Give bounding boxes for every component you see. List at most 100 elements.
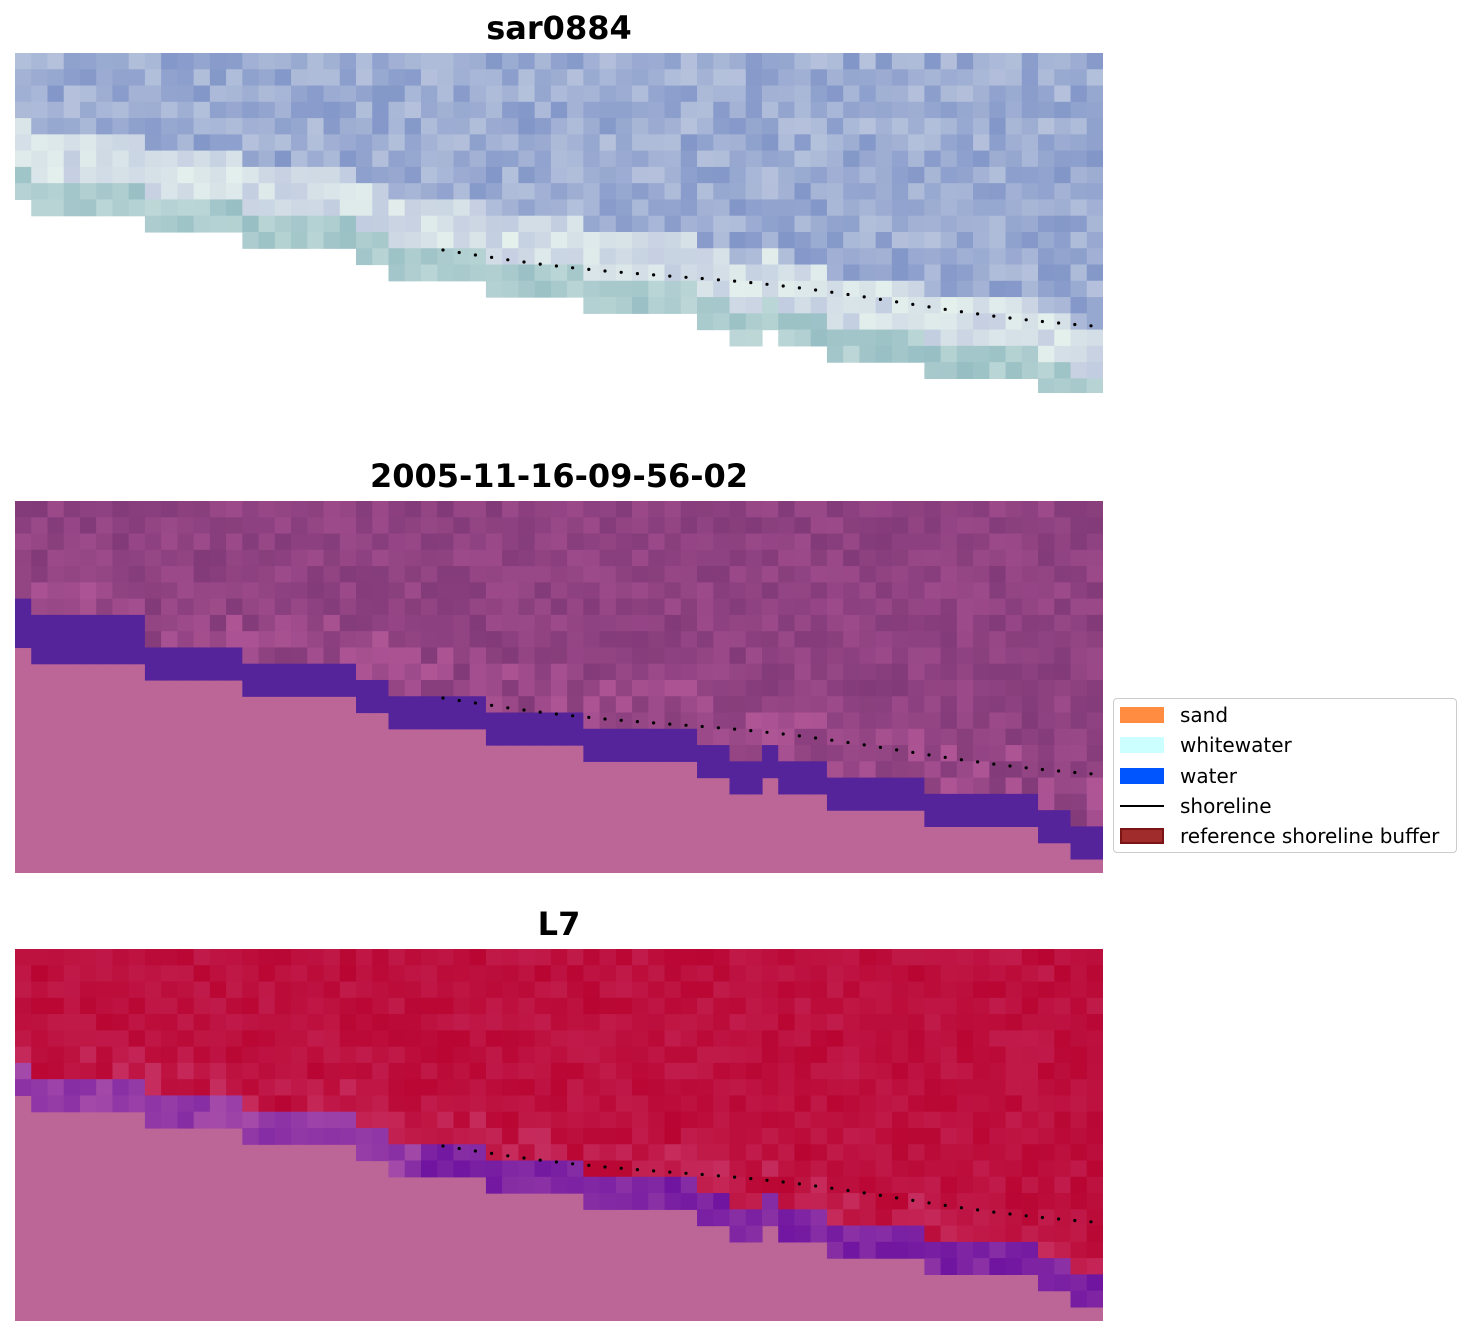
image-pixel [144, 1062, 162, 1080]
image-pixel [924, 981, 942, 999]
image-pixel [599, 566, 617, 583]
image-pixel [761, 150, 779, 168]
image-pixel [226, 1095, 243, 1113]
image-pixel [469, 134, 487, 152]
image-pixel [583, 134, 601, 152]
image-pixel [485, 1014, 503, 1031]
image-pixel [15, 1046, 32, 1064]
image-pixel [1054, 264, 1072, 282]
image-pixel [875, 517, 893, 535]
image-pixel [226, 53, 243, 70]
image-pixel [550, 69, 568, 87]
image-pixel [713, 631, 731, 649]
image-pixel [891, 134, 909, 152]
image-pixel [875, 1160, 893, 1178]
image-pixel [956, 647, 974, 665]
image-pixel [745, 965, 763, 983]
image-pixel [242, 150, 260, 168]
image-pixel [632, 1127, 649, 1145]
image-pixel [891, 1127, 909, 1145]
image-pixel [404, 679, 422, 697]
image-pixel [502, 679, 519, 697]
image-pixel [323, 517, 341, 535]
image-pixel [599, 696, 617, 714]
image-pixel [31, 1079, 49, 1097]
image-pixel [404, 1014, 422, 1031]
image-pixel [648, 1079, 666, 1097]
image-pixel [908, 118, 925, 135]
image-pixel [1086, 663, 1103, 681]
image-pixel [745, 728, 763, 746]
image-pixel [47, 631, 65, 649]
image-pixel [875, 264, 893, 282]
image-pixel [502, 949, 519, 966]
image-pixel [875, 69, 893, 87]
image-pixel [437, 1030, 455, 1048]
image-pixel [420, 53, 438, 70]
image-pixel [924, 745, 942, 762]
image-pixel [453, 949, 471, 966]
image-pixel [745, 566, 763, 583]
image-pixel [242, 1030, 260, 1048]
image-pixel [502, 631, 519, 649]
image-pixel [713, 517, 731, 535]
image-pixel [1021, 85, 1039, 103]
shoreline-point [895, 1196, 899, 1200]
image-pixel [632, 728, 649, 746]
image-pixel [550, 53, 568, 70]
image-pixel [307, 85, 325, 103]
image-pixel [891, 101, 909, 119]
image-pixel [843, 1241, 861, 1259]
image-pixel [226, 1062, 243, 1080]
shoreline-point [1089, 1220, 1093, 1224]
shoreline-point [895, 300, 899, 304]
image-pixel [664, 1046, 682, 1064]
image-pixel [761, 517, 779, 535]
image-pixel [1086, 679, 1103, 697]
image-pixel [485, 981, 503, 999]
image-pixel [745, 598, 763, 616]
image-pixel [908, 150, 925, 168]
shoreline-point [506, 258, 510, 262]
image-pixel [339, 69, 357, 87]
image-pixel [891, 761, 909, 779]
image-pixel [339, 118, 357, 135]
image-pixel [664, 696, 682, 714]
image-pixel [989, 150, 1007, 168]
image-pixel [664, 101, 682, 119]
image-pixel [372, 997, 390, 1015]
image-pixel [453, 231, 471, 249]
image-pixel [437, 647, 455, 665]
image-pixel [583, 965, 601, 983]
image-pixel [258, 614, 276, 632]
image-pixel [697, 264, 714, 282]
image-pixel [485, 501, 503, 518]
image-pixel [1086, 842, 1103, 860]
image-pixel [63, 566, 81, 583]
image-pixel [599, 134, 617, 152]
image-pixel [599, 745, 617, 762]
image-pixel [615, 231, 633, 249]
image-pixel [583, 1127, 601, 1145]
image-pixel [1086, 1046, 1103, 1064]
image-pixel [63, 150, 81, 168]
image-pixel [761, 647, 779, 665]
image-pixel [15, 582, 32, 600]
image-pixel [778, 728, 796, 746]
image-pixel [128, 533, 146, 551]
image-pixel [956, 199, 974, 217]
image-pixel [502, 582, 519, 600]
image-pixel [1038, 761, 1055, 779]
image-pixel [826, 215, 844, 233]
image-pixel [859, 199, 877, 217]
image-pixel [1021, 69, 1039, 87]
image-pixel [1070, 166, 1088, 184]
shoreline-point [1073, 770, 1077, 775]
image-pixel [843, 1111, 861, 1129]
image-pixel [193, 215, 211, 233]
image-pixel [875, 1046, 893, 1064]
image-pixel [908, 231, 925, 249]
image-pixel [31, 118, 49, 135]
image-pixel [550, 215, 568, 233]
image-pixel [908, 1014, 925, 1031]
